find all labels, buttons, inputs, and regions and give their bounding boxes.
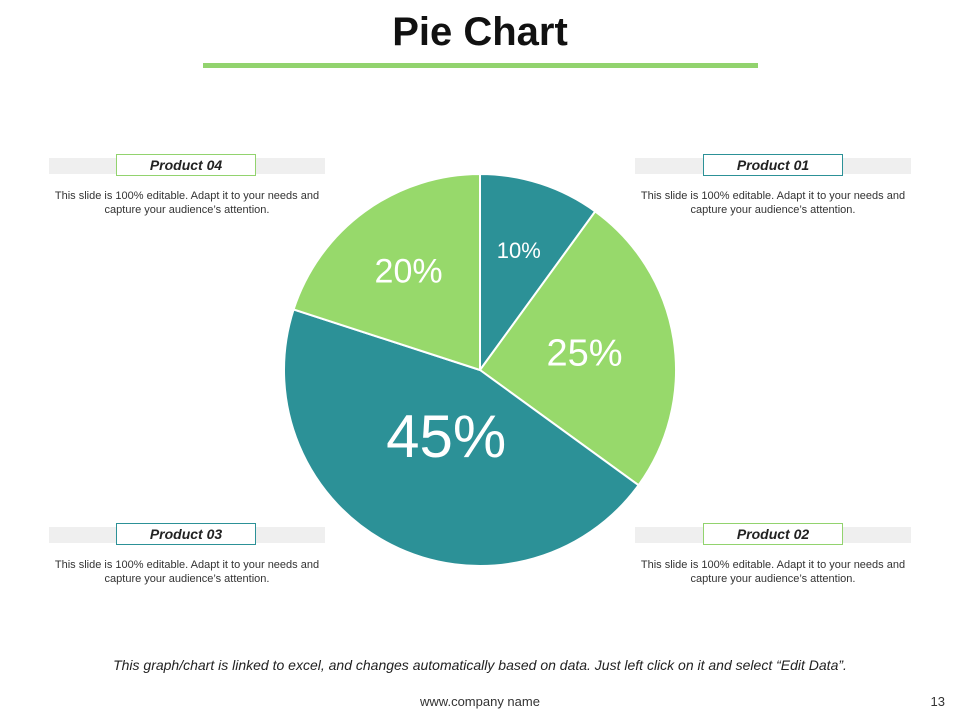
chart-footnote: This graph/chart is linked to excel, and… — [113, 657, 847, 673]
page-title: Pie Chart — [392, 10, 568, 54]
pie-label-product-02: 25% — [547, 332, 623, 374]
footer-url: www.company name — [420, 694, 540, 709]
callout-description: This slide is 100% editable. Adapt it to… — [640, 559, 906, 585]
callout-description: This slide is 100% editable. Adapt it to… — [54, 559, 320, 585]
pie-slice-product-01 — [479, 172, 597, 374]
title-underline — [203, 63, 758, 68]
callout-label-product-04: Product 04 — [116, 154, 256, 176]
callout-label-product-02: Product 02 — [703, 523, 843, 545]
pie-chart: 10% 25% 45% 20% — [283, 172, 677, 567]
callout-label-product-01: Product 01 — [703, 154, 843, 176]
callout-description: This slide is 100% editable. Adapt it to… — [640, 190, 906, 216]
page-number: 13 — [930, 694, 945, 709]
pie-label-product-04: 20% — [375, 253, 443, 291]
pie-slice-product-03 — [283, 308, 640, 567]
callout-description: This slide is 100% editable. Adapt it to… — [54, 190, 320, 216]
pie-label-product-01: 10% — [497, 238, 541, 263]
callout-label-product-03: Product 03 — [116, 523, 256, 545]
pie-label-product-03: 45% — [386, 403, 506, 470]
pie-slice-product-04 — [292, 172, 481, 372]
pie-slice-product-02 — [478, 210, 677, 487]
